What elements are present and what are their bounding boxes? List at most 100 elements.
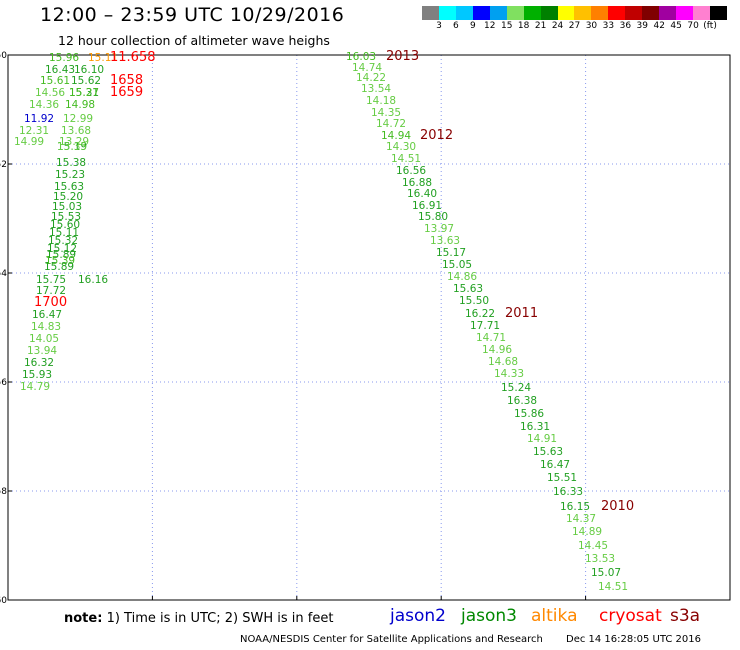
swh-value-label: 15.11 — [88, 52, 118, 64]
legend-label: 12 — [484, 21, 496, 31]
track-time-label: 1659 — [110, 85, 143, 100]
legend-swatch-1 — [438, 6, 456, 20]
track-b-labels: 16.03 201314.7414.2213.5414.1814.3514.721… — [346, 49, 634, 593]
swh-value-label: 14.71 — [476, 332, 506, 344]
satellite-s3a: s3a — [670, 606, 701, 626]
swh-value-label: 14.96 — [482, 344, 512, 356]
legend-swatch-14 — [659, 6, 677, 20]
legend-swatch-10 — [591, 6, 609, 20]
satellite-jason3: jason3 — [461, 606, 517, 626]
legend-label: (ft) — [703, 21, 717, 31]
legend-swatch-17 — [709, 6, 727, 20]
map-frame — [7, 54, 731, 601]
track-time-label: 11.658 — [110, 50, 156, 65]
swh-value-label: 16.56 — [396, 165, 426, 177]
swh-value-label: 14.79 — [20, 381, 50, 393]
swh-value-label: 14.51 — [598, 581, 628, 593]
legend-swatch-8 — [557, 6, 575, 20]
legend-label: 42 — [653, 21, 665, 31]
satellite-altika: altika — [531, 606, 578, 626]
swh-value-label: 14.45 — [578, 540, 608, 552]
swh-value-label: 13.54 — [361, 83, 391, 95]
swh-value-label: 16.15 — [560, 501, 590, 513]
swh-value-label: 15.38 — [56, 157, 86, 169]
swh-value-label: 14.30 — [386, 141, 416, 153]
swh-value-label: 15.53 — [51, 211, 81, 223]
y-tick-label: -56 — [0, 378, 7, 388]
swh-value-label: 13.68 — [61, 125, 91, 137]
swh-value-label: 15.63 — [533, 446, 563, 458]
track-time-label: 1658 — [110, 73, 143, 88]
swh-value-label: 15.86 — [514, 408, 544, 420]
legend-swatch-3 — [472, 6, 490, 20]
swh-value-label: 14.56 — [35, 87, 65, 99]
y-tick-label: -60 — [0, 596, 7, 605]
swh-value-label: 16.16 — [78, 274, 108, 286]
swh-value-label: 13.63 — [430, 235, 460, 247]
note-text: 1) Time is in UTC; 2) SWH is in feet — [106, 611, 334, 626]
swh-value-label: 16.91 — [412, 200, 442, 212]
swh-value-label: 14.98 — [65, 99, 95, 111]
legend-label: 24 — [551, 21, 564, 31]
track-time-label: 2011 — [505, 306, 538, 321]
color-scale-labels: 3 6 9 12 15 18 21 24 27 30 33 36 39 42 45 70 (ft) — [422, 21, 727, 33]
swh-value-label: 15.51 — [547, 472, 577, 484]
swh-value-label: 16.31 — [520, 421, 550, 433]
legend-label: 70 — [687, 21, 699, 31]
swh-value-label: 16.03 — [346, 51, 376, 63]
swh-value-label: 14.51 — [391, 153, 421, 165]
swh-value-label: 17.72 — [36, 285, 66, 297]
satellite-jason2: jason2 — [390, 606, 446, 626]
track-time-label: 2010 — [601, 499, 634, 514]
legend-swatch-12 — [625, 6, 643, 20]
swh-value-label: 16.22 — [465, 308, 495, 320]
legend-swatch-2 — [455, 6, 473, 20]
swh-value-label: 13.94 — [27, 345, 57, 357]
swh-value-label: 15.05 — [442, 259, 472, 271]
swh-value-label: 14.36 — [29, 99, 59, 111]
swh-value-label: 14.72 — [376, 118, 406, 130]
footnote: note: 1) Time is in UTC; 2) SWH is in fe… — [64, 611, 333, 626]
swh-value-label: 15.03 — [52, 201, 82, 213]
y-tick-label: -50 — [0, 51, 7, 61]
legend-label: 18 — [517, 21, 530, 31]
swh-value-label: 14.33 — [494, 368, 524, 380]
swh-value-label: 15.60 — [50, 219, 80, 231]
swh-value-label: 15.61 — [40, 75, 70, 87]
swh-value-label: 15.20 — [53, 191, 83, 203]
swh-value-label: 14.74 — [352, 62, 382, 74]
swh-value-label: 15.17 — [436, 247, 466, 259]
y-tick-label: -52 — [0, 160, 7, 170]
legend-label: 6 — [453, 21, 459, 31]
swh-value-label: 15.89 — [46, 249, 76, 261]
swh-value-label: 12.99 — [63, 113, 93, 125]
satellite-cryosat: cryosat — [599, 606, 662, 626]
color-scale-bar — [422, 6, 727, 20]
swh-value-label: 14.86 — [447, 271, 477, 283]
y-tick-label: -58 — [0, 487, 7, 497]
swh-value-label: 15.12 — [47, 243, 77, 255]
legend-swatch-16 — [693, 6, 710, 20]
legend-swatch-7 — [540, 6, 558, 20]
chart-title: 12:00 – 23:59 UTC 10/29/2016 — [40, 4, 345, 26]
track-time-label: 2013 — [386, 49, 419, 64]
swh-value-label: 16.88 — [402, 177, 432, 189]
swh-value-label: 14.94 — [381, 130, 411, 142]
y-tick-label: -54 — [0, 269, 7, 279]
footer-credit: NOAA/NESDIS Center for Satellite Applica… — [240, 634, 543, 645]
legend-label: 45 — [670, 21, 682, 31]
swh-value-label: 11.92 — [24, 113, 54, 125]
swh-value-label: 15.32 — [48, 235, 78, 247]
swh-value-label: 14.35 — [371, 107, 401, 119]
swh-value-label: 14.68 — [488, 356, 518, 368]
legend-label: 21 — [534, 21, 547, 31]
swh-value-label: 14.05 — [29, 333, 59, 345]
swh-value-label: 15.39 — [45, 255, 75, 267]
legend-swatch-13 — [642, 6, 660, 20]
lat-lon-grid — [8, 55, 730, 600]
swh-value-label: 15.93 — [22, 369, 52, 381]
swh-value-label: 14.89 — [572, 526, 602, 538]
chart-subtitle: 12 hour collection of altimeter wave hei… — [58, 33, 330, 48]
swh-value-label: 14.22 — [356, 72, 386, 84]
